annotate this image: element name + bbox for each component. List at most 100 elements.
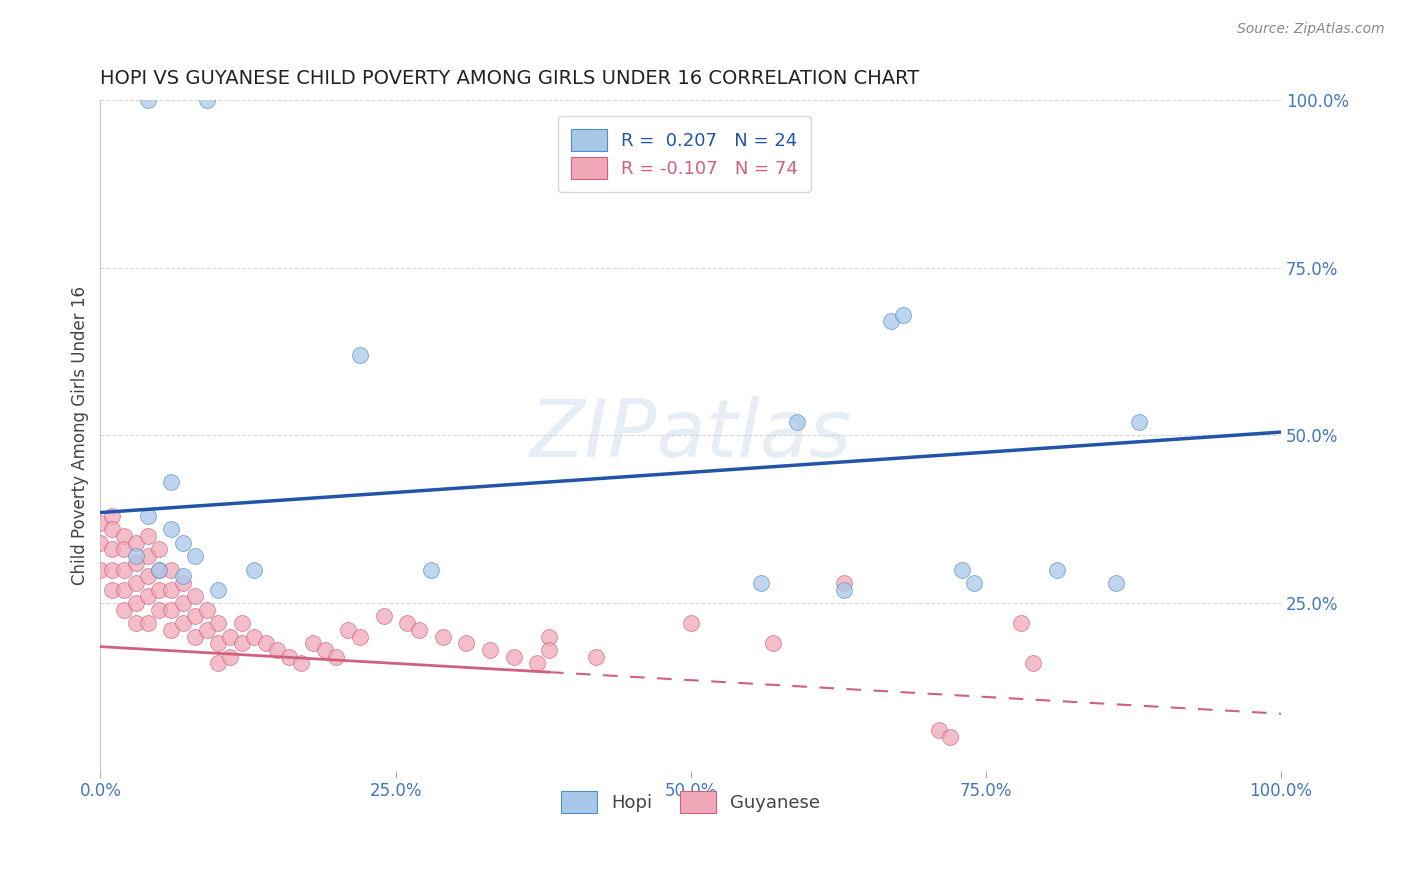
Point: [231, 636, 253, 650]
Point: [184, 549, 207, 563]
Point: [751, 576, 773, 591]
Point: [219, 630, 242, 644]
Point: [184, 609, 207, 624]
Point: [526, 657, 548, 671]
Point: [373, 609, 395, 624]
Point: [172, 596, 194, 610]
Point: [148, 603, 170, 617]
Point: [195, 93, 218, 107]
Point: [290, 657, 312, 671]
Point: [928, 723, 950, 738]
Point: [160, 562, 183, 576]
Point: [537, 630, 560, 644]
Point: [1105, 576, 1128, 591]
Point: [302, 636, 325, 650]
Point: [207, 636, 229, 650]
Point: [148, 582, 170, 597]
Point: [195, 603, 218, 617]
Point: [419, 562, 441, 576]
Point: [125, 576, 148, 591]
Point: [125, 616, 148, 631]
Point: [160, 522, 183, 536]
Point: [243, 562, 266, 576]
Point: [148, 562, 170, 576]
Point: [963, 576, 986, 591]
Point: [1046, 562, 1069, 576]
Point: [456, 636, 478, 650]
Point: [349, 630, 371, 644]
Point: [1010, 616, 1032, 631]
Point: [325, 649, 347, 664]
Point: [1022, 657, 1045, 671]
Point: [101, 562, 124, 576]
Point: [172, 535, 194, 549]
Point: [337, 623, 360, 637]
Legend: Hopi, Guyanese: Hopi, Guyanese: [553, 782, 830, 822]
Point: [679, 616, 702, 631]
Point: [880, 314, 903, 328]
Point: [278, 649, 301, 664]
Point: [112, 582, 135, 597]
Point: [832, 576, 855, 591]
Point: [112, 542, 135, 557]
Point: [125, 596, 148, 610]
Point: [148, 542, 170, 557]
Point: [502, 649, 524, 664]
Point: [314, 643, 336, 657]
Point: [243, 630, 266, 644]
Point: [349, 348, 371, 362]
Point: [89, 562, 111, 576]
Point: [112, 603, 135, 617]
Point: [207, 582, 229, 597]
Point: [537, 643, 560, 657]
Point: [207, 616, 229, 631]
Point: [207, 657, 229, 671]
Point: [396, 616, 419, 631]
Point: [101, 542, 124, 557]
Point: [172, 569, 194, 583]
Point: [101, 582, 124, 597]
Point: [408, 623, 430, 637]
Point: [125, 535, 148, 549]
Point: [125, 549, 148, 563]
Point: [939, 730, 962, 744]
Point: [136, 549, 159, 563]
Point: [160, 475, 183, 490]
Point: [266, 643, 288, 657]
Point: [585, 649, 607, 664]
Point: [195, 623, 218, 637]
Point: [184, 590, 207, 604]
Point: [172, 576, 194, 591]
Point: [125, 556, 148, 570]
Point: [112, 562, 135, 576]
Point: [832, 582, 855, 597]
Point: [101, 522, 124, 536]
Point: [89, 516, 111, 530]
Point: [136, 93, 159, 107]
Point: [478, 643, 501, 657]
Point: [112, 529, 135, 543]
Point: [950, 562, 973, 576]
Point: [136, 569, 159, 583]
Point: [1128, 415, 1150, 429]
Point: [148, 562, 170, 576]
Point: [136, 590, 159, 604]
Point: [786, 415, 808, 429]
Point: [432, 630, 454, 644]
Point: [762, 636, 785, 650]
Point: [136, 616, 159, 631]
Point: [160, 623, 183, 637]
Text: HOPI VS GUYANESE CHILD POVERTY AMONG GIRLS UNDER 16 CORRELATION CHART: HOPI VS GUYANESE CHILD POVERTY AMONG GIR…: [100, 69, 920, 87]
Point: [136, 529, 159, 543]
Point: [136, 508, 159, 523]
Point: [160, 603, 183, 617]
Point: [254, 636, 277, 650]
Point: [101, 508, 124, 523]
Point: [231, 616, 253, 631]
Point: [891, 308, 914, 322]
Text: ZIPatlas: ZIPatlas: [530, 396, 852, 475]
Point: [160, 582, 183, 597]
Point: [89, 535, 111, 549]
Text: Source: ZipAtlas.com: Source: ZipAtlas.com: [1237, 22, 1385, 37]
Point: [219, 649, 242, 664]
